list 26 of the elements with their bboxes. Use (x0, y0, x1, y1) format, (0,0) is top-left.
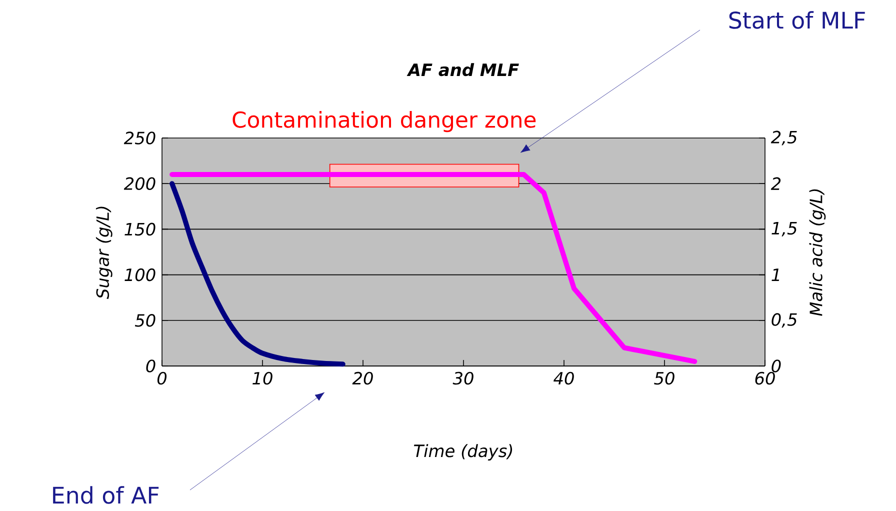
y-tick-label: 100 (124, 268, 156, 282)
x-tick-label: 30 (452, 372, 474, 385)
x-tick-label: 0 (157, 372, 167, 385)
y2-tick-label: 2 (770, 177, 781, 190)
y-tick-label: 0 (146, 360, 156, 372)
x-tick-label: 20 (352, 372, 373, 385)
x-axis-title: Time (days) (414, 444, 512, 461)
y-tick-label: 250 (124, 132, 156, 144)
band-label: Contamination danger zone (232, 110, 536, 132)
x-tick-label: 60 (755, 372, 775, 385)
text: End of AF (53, 486, 159, 504)
y-tick-label: 200 (124, 177, 156, 190)
y2-tick-label: 0,5 (772, 313, 797, 328)
y2-tick-label: 2,5 (770, 130, 797, 146)
y-tick-label: 150 (124, 222, 156, 236)
y2-tick-label: 0 (772, 360, 781, 372)
text: Start of MLF (729, 11, 865, 29)
y-axis-title: Sugar (g/L) (96, 206, 112, 299)
x-tick-label: 10 (252, 372, 272, 385)
y-tick-label: 50 (134, 314, 156, 327)
y2-tick-label: 1,5 (772, 222, 797, 236)
y2-tick-label: 1 (772, 268, 780, 281)
x-tick-label: 50 (654, 372, 674, 385)
x-tick-label: 40 (554, 372, 574, 385)
y2-axis-title: Malic acid (g/L) (809, 189, 826, 316)
chart-title: AF and MLF (406, 63, 519, 76)
